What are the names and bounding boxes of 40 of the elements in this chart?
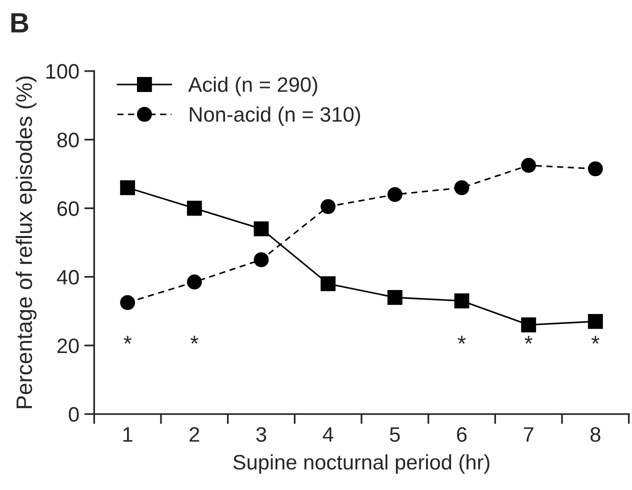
y-tick-label: 60 — [57, 201, 79, 216]
point — [387, 290, 402, 305]
chart-title: B — [11, 13, 28, 32]
y-tick-label: 40 — [56, 270, 79, 285]
point — [588, 314, 603, 329]
x-tick-label: 3 — [256, 427, 266, 442]
x-tick-label: 8 — [590, 427, 600, 442]
data-label: * — [591, 336, 600, 344]
point — [454, 293, 470, 308]
data-label: * — [124, 336, 132, 344]
x-tick-label: 5 — [390, 427, 400, 442]
x-tick-label: 6 — [457, 427, 467, 442]
y-tick-label: 20 — [57, 338, 79, 354]
y-axis-title: Percentage of reflux episodes (%) — [16, 76, 36, 408]
point — [320, 276, 336, 292]
point — [186, 200, 202, 216]
y-tick-label: 100 — [46, 64, 79, 79]
data-label: * — [190, 336, 198, 344]
data-label: * — [524, 336, 533, 344]
x-axis-title: Supine nocturnal period (hr) — [233, 454, 490, 474]
x-tick-label: 7 — [524, 427, 534, 442]
legend-label: Acid (n = 290) — [188, 76, 318, 96]
point — [521, 158, 536, 173]
x-tick-label: 1 — [123, 427, 132, 442]
point — [186, 274, 202, 290]
point — [254, 221, 269, 236]
point — [254, 252, 269, 268]
point — [120, 180, 136, 196]
point — [387, 187, 402, 202]
data-label: * — [458, 336, 466, 344]
point — [588, 161, 603, 176]
point — [454, 180, 470, 196]
point — [320, 199, 336, 214]
y-tick-label: 0 — [68, 407, 79, 422]
y-tick-label: 80 — [57, 132, 79, 148]
legend-label: Non-acid (n = 310) — [190, 106, 360, 126]
point — [521, 317, 536, 332]
x-tick-label: 4 — [322, 427, 334, 442]
x-tick-label: 2 — [190, 427, 200, 442]
point — [120, 295, 136, 310]
